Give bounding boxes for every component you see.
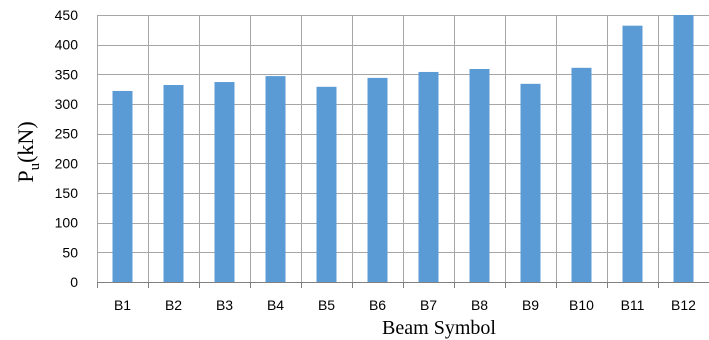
y-tick-label: 100 xyxy=(55,215,79,231)
x-tick-label: B10 xyxy=(569,297,594,313)
y-tick-label: 250 xyxy=(55,126,79,142)
bar-B10 xyxy=(571,67,592,282)
x-tick-label: B8 xyxy=(471,297,488,313)
bar-B1 xyxy=(112,90,133,283)
y-axis-title-sub: u xyxy=(27,162,43,170)
x-tick-label: B9 xyxy=(522,297,539,313)
y-tick-label: 350 xyxy=(55,66,79,82)
bar-B11 xyxy=(622,25,643,283)
y-tick-label: 400 xyxy=(55,37,79,53)
gridlines xyxy=(97,15,709,288)
bar-B6 xyxy=(367,77,388,282)
x-tick-label: B2 xyxy=(165,297,182,313)
y-tick-label: 50 xyxy=(62,244,78,260)
x-tick-label: B6 xyxy=(369,297,386,313)
x-tick-label: B5 xyxy=(318,297,335,313)
x-tick-label: B11 xyxy=(621,297,645,313)
x-tick-label: B4 xyxy=(267,297,284,313)
bar-B2 xyxy=(163,85,184,282)
y-tick-labels: 0 50 100 150 200 250 300 350 400 450 xyxy=(55,7,79,290)
x-tick-label: B1 xyxy=(114,297,131,313)
y-axis-title-unit: (kN) xyxy=(13,121,38,163)
y-axis-title: Pu(kN) xyxy=(13,121,43,182)
bar-B8 xyxy=(469,68,490,282)
bar-B5 xyxy=(316,86,337,282)
y-tick-label: 300 xyxy=(55,96,79,112)
x-tick-label: B7 xyxy=(420,297,437,313)
x-tick-labels: B1 B2 B3 B4 B5 B6 B7 B8 B9 B10 B11 B12 xyxy=(114,297,696,313)
y-tick-label: 200 xyxy=(55,155,79,171)
bar-B4 xyxy=(265,76,286,282)
bar-B3 xyxy=(214,82,235,283)
bar-B7 xyxy=(418,71,439,283)
y-tick-label: 450 xyxy=(55,7,79,23)
bar-B9 xyxy=(520,83,541,283)
x-axis-title: Beam Symbol xyxy=(382,317,496,339)
x-tick-label: B12 xyxy=(671,297,696,313)
bars xyxy=(112,15,694,283)
bar-B12 xyxy=(673,15,694,282)
x-tick-label: B3 xyxy=(216,297,233,313)
y-tick-label: 0 xyxy=(70,274,78,290)
y-axis-title-main: P xyxy=(13,170,38,182)
y-tick-label: 150 xyxy=(55,185,79,201)
